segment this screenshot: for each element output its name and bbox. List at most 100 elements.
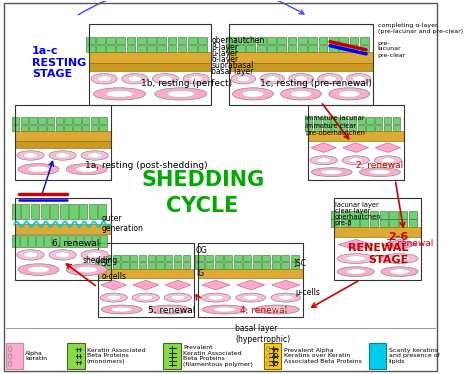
Bar: [64, 125, 72, 131]
Bar: [36, 235, 43, 247]
Bar: [195, 262, 203, 269]
Bar: [167, 37, 176, 44]
Ellipse shape: [390, 256, 410, 261]
Ellipse shape: [107, 295, 121, 300]
Bar: [272, 262, 280, 269]
Ellipse shape: [66, 264, 107, 275]
Bar: [174, 262, 181, 269]
Ellipse shape: [132, 293, 159, 302]
Bar: [96, 37, 105, 44]
Ellipse shape: [17, 151, 44, 160]
Bar: [89, 24, 211, 105]
Bar: [246, 45, 255, 52]
Text: CYCLE: CYCLE: [166, 196, 239, 215]
Bar: [55, 125, 63, 131]
Text: 3, renewal: 3, renewal: [386, 239, 434, 248]
Text: β-layer: β-layer: [211, 43, 238, 52]
Bar: [174, 255, 181, 261]
Bar: [226, 37, 235, 44]
Bar: [82, 117, 89, 124]
Bar: [340, 117, 347, 124]
Bar: [127, 45, 136, 52]
Ellipse shape: [81, 250, 109, 260]
Text: suprabasal: suprabasal: [211, 61, 254, 70]
Polygon shape: [133, 280, 159, 290]
Text: 2, renewal: 2, renewal: [356, 161, 403, 170]
Ellipse shape: [337, 267, 374, 276]
Bar: [409, 220, 417, 227]
Bar: [366, 117, 374, 124]
Bar: [366, 125, 374, 131]
Bar: [262, 255, 270, 261]
Bar: [137, 37, 146, 44]
Bar: [229, 63, 374, 71]
Polygon shape: [375, 143, 401, 152]
Bar: [79, 204, 87, 218]
FancyArrowPatch shape: [322, 104, 348, 139]
Ellipse shape: [167, 91, 194, 97]
Bar: [100, 125, 107, 131]
Bar: [137, 45, 146, 52]
Text: Alpha
keratin: Alpha keratin: [26, 350, 47, 361]
Bar: [91, 117, 98, 124]
Bar: [31, 204, 39, 218]
Text: shedding: shedding: [82, 256, 118, 265]
Ellipse shape: [76, 266, 98, 273]
Bar: [178, 45, 186, 52]
Polygon shape: [101, 280, 127, 290]
Ellipse shape: [171, 295, 185, 300]
Bar: [224, 255, 232, 261]
Bar: [308, 37, 317, 44]
Ellipse shape: [369, 170, 391, 175]
Bar: [409, 211, 417, 218]
Bar: [360, 211, 368, 218]
Bar: [236, 45, 245, 52]
Bar: [21, 204, 29, 218]
Ellipse shape: [49, 250, 76, 260]
Bar: [205, 262, 213, 269]
Ellipse shape: [18, 163, 59, 175]
Ellipse shape: [346, 256, 365, 261]
Ellipse shape: [271, 293, 301, 302]
Bar: [195, 255, 203, 261]
Bar: [314, 125, 321, 131]
Text: 6, renewal: 6, renewal: [52, 239, 99, 248]
Ellipse shape: [55, 252, 70, 258]
Ellipse shape: [381, 254, 418, 263]
Bar: [15, 131, 111, 141]
Bar: [392, 117, 400, 124]
Text: basal layer
(hypertrophic): basal layer (hypertrophic): [236, 324, 291, 344]
Bar: [349, 125, 356, 131]
Polygon shape: [338, 239, 374, 250]
Text: pre-oberhautchen: pre-oberhautchen: [305, 130, 365, 136]
Ellipse shape: [122, 74, 148, 84]
Text: 1b, resting (perfect): 1b, resting (perfect): [141, 79, 233, 88]
Bar: [360, 220, 368, 227]
Bar: [331, 220, 339, 227]
Text: 5, renewal: 5, renewal: [148, 306, 195, 315]
Bar: [253, 255, 261, 261]
Text: 1c, resting (pre-renewal): 1c, resting (pre-renewal): [260, 79, 372, 88]
Ellipse shape: [202, 305, 247, 314]
Bar: [106, 45, 115, 52]
Ellipse shape: [317, 158, 331, 163]
Bar: [188, 37, 197, 44]
Bar: [104, 262, 111, 269]
Bar: [73, 117, 81, 124]
Text: Prevalent
Keratin Associated
Beta Proteins
(filamentous polymer): Prevalent Keratin Associated Beta Protei…: [183, 345, 253, 367]
Text: clear layer: clear layer: [335, 208, 370, 214]
Bar: [329, 45, 337, 52]
Ellipse shape: [28, 266, 49, 273]
Ellipse shape: [233, 88, 273, 100]
Bar: [40, 204, 49, 218]
Ellipse shape: [138, 295, 153, 300]
Ellipse shape: [242, 91, 264, 97]
Ellipse shape: [281, 88, 321, 100]
Bar: [98, 204, 107, 218]
Bar: [224, 262, 232, 269]
Ellipse shape: [318, 74, 342, 84]
Ellipse shape: [76, 166, 98, 172]
Ellipse shape: [231, 74, 255, 84]
Ellipse shape: [201, 293, 231, 302]
Ellipse shape: [329, 88, 370, 100]
